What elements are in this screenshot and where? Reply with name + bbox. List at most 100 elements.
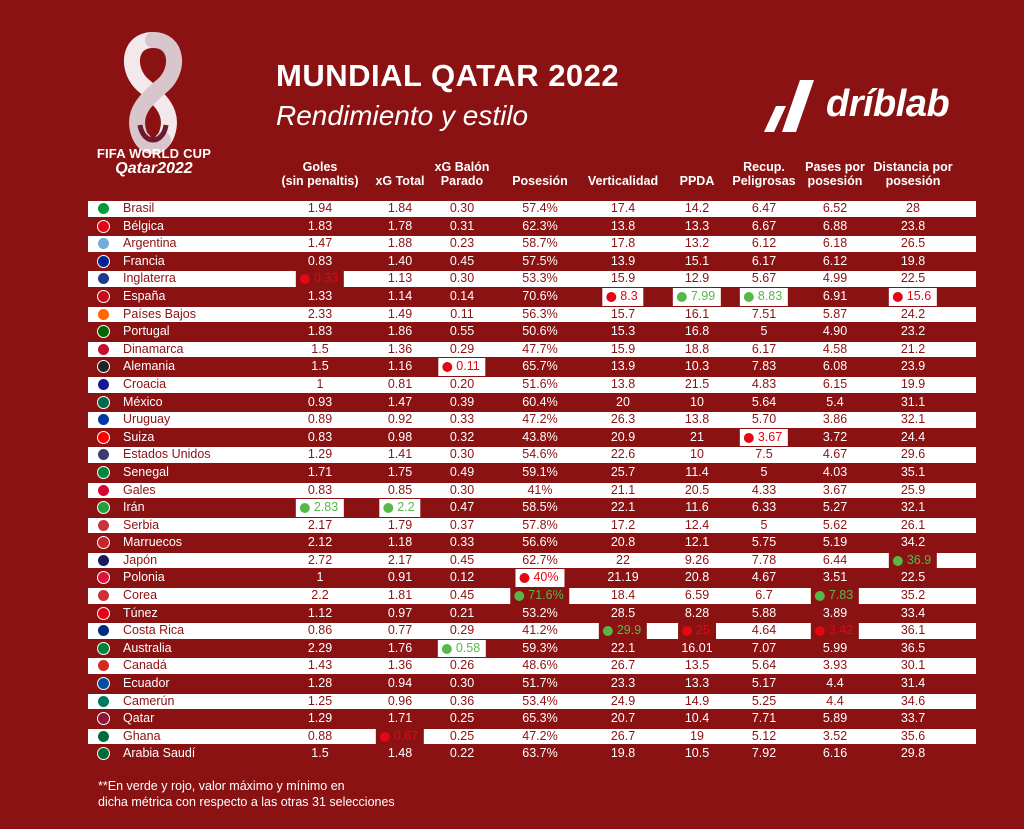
- stat-cell: 0.83: [307, 429, 333, 444]
- table-row: Ecuador 1.28 0.94 0.30 51.7% 23.3 13.3 5.17 4.4 3…: [88, 675, 976, 693]
- table-row: Corea 2.2 1.81 0.45 71.6% 18.4 6.59 6.7 7.83 35.2: [88, 587, 976, 605]
- stat-cell: 0.21: [449, 605, 475, 620]
- stat-cell: 0.91: [387, 570, 413, 585]
- stat-cell: 1.25: [307, 693, 333, 708]
- team-name: Corea: [123, 588, 158, 603]
- team-name: Túnez: [123, 605, 158, 620]
- stat-cell: 5.27: [822, 500, 848, 515]
- stat-cell: 15.7: [610, 306, 636, 321]
- stat-cell-max: 0.58: [437, 639, 487, 658]
- stat-cell: 0.55: [449, 324, 475, 339]
- table-row: Qatar 1.29 1.71 0.25 65.3% 20.7 10.4 7.71 5.89 33…: [88, 710, 976, 728]
- stat-cell: 51.7%: [522, 676, 558, 691]
- stat-cell: 13.5: [684, 658, 710, 673]
- table-row: Camerún 1.25 0.96 0.36 53.4% 24.9 14.9 5.25 4.4 3…: [88, 693, 976, 711]
- stat-cell: 4.83: [751, 376, 777, 391]
- stat-cell: 7.5: [755, 447, 773, 462]
- stat-cell: 48.6%: [522, 658, 558, 673]
- column-header: Verticalidad: [588, 174, 658, 188]
- stat-cell: 20: [616, 394, 630, 409]
- stat-cell: 4.67: [751, 570, 777, 585]
- stat-cell: 12.9: [684, 271, 710, 286]
- stat-cell: 34.2: [900, 535, 926, 550]
- column-header-line1: Goles: [302, 160, 338, 174]
- team-flag-icon: [97, 677, 110, 691]
- stat-cell: 0.97: [387, 605, 413, 620]
- stat-cell: 13.9: [610, 359, 636, 374]
- stat-cell-max: 71.6%: [510, 587, 570, 605]
- stat-cell: 6.16: [822, 746, 848, 761]
- team-name: Gales: [123, 482, 156, 497]
- stat-cell: 1.14: [387, 288, 413, 303]
- stat-cell: 6.91: [822, 288, 848, 303]
- stat-cell: 62.7%: [522, 552, 558, 567]
- stat-cell: 22.1: [610, 640, 636, 655]
- team-name: Estados Unidos: [123, 447, 211, 462]
- stat-cell: 33.7: [900, 711, 926, 726]
- team-name: Bélgica: [123, 218, 164, 233]
- stat-cell: 1.5: [311, 746, 329, 761]
- team-flag-icon: [97, 589, 110, 603]
- team-flag-icon: [97, 377, 110, 391]
- stat-cell: 21: [690, 429, 704, 444]
- footnote: **En verde y rojo, valor máximo y mínimo…: [98, 778, 395, 810]
- stat-cell: 19: [690, 728, 704, 743]
- stat-cell: 1.47: [307, 236, 333, 251]
- stat-cell: 20.7: [610, 711, 636, 726]
- stat-cell: 1: [316, 376, 324, 391]
- stat-cell: 0.25: [449, 728, 475, 743]
- stat-cell: 43.8%: [522, 429, 558, 444]
- stat-cell: 0.81: [387, 376, 413, 391]
- team-flag-icon: [97, 518, 110, 532]
- stat-cell: 0.30: [449, 676, 475, 691]
- stat-cell: 2.2: [311, 588, 329, 603]
- stat-cell: 0.20: [449, 376, 475, 391]
- stat-cell: 41.2%: [522, 623, 558, 638]
- team-flag-icon: [97, 606, 110, 620]
- stat-cell: 0.30: [449, 201, 475, 215]
- stats-table: Brasil 1.94 1.84 0.30 57.4% 17.4 14.2 6.47 6.52 2…: [88, 200, 976, 763]
- table-row: Bélgica 1.83 1.78 0.31 62.3% 13.8 13.3 6.67 6.88…: [88, 218, 976, 236]
- stat-cell: 0.31: [449, 218, 475, 233]
- team-flag-icon: [97, 448, 110, 462]
- stat-cell: 3.72: [822, 429, 848, 444]
- stat-cell: 0.93: [307, 394, 333, 409]
- table-row: Croacia 1 0.81 0.20 51.6% 13.8 21.5 4.83 6.15 19.…: [88, 376, 976, 394]
- stat-cell: 36.5: [900, 640, 926, 655]
- stat-cell: 7.92: [751, 746, 777, 761]
- table-row: España 1.33 1.14 0.14 70.6% 8.3 7.99 8.83 6.91 15…: [88, 287, 976, 306]
- stat-cell-max: 2.83: [295, 499, 345, 517]
- team-flag-icon: [97, 342, 110, 356]
- team-flag-icon: [97, 712, 110, 726]
- stat-cell: 1.43: [307, 658, 333, 673]
- stat-cell: 1.79: [387, 517, 413, 532]
- stat-cell: 9.26: [684, 552, 710, 567]
- column-header-line2: Parado: [440, 174, 484, 188]
- table-row: Costa Rica 0.86 0.77 0.29 41.2% 29.9 25 4.64 3.4…: [88, 622, 976, 640]
- team-name: Marruecos: [123, 535, 183, 550]
- stat-cell: 1.41: [387, 447, 413, 462]
- team-flag-icon: [97, 536, 110, 550]
- team-flag-icon: [97, 747, 110, 761]
- team-name: Senegal: [123, 464, 169, 479]
- stat-cell: 0.29: [449, 341, 475, 356]
- stat-cell: 3.89: [822, 605, 848, 620]
- team-flag-icon: [97, 694, 110, 708]
- stat-cell-min: 8.3: [602, 287, 644, 306]
- column-header-line1: Pases por: [805, 160, 865, 174]
- stat-cell: 26.3: [610, 412, 636, 427]
- stat-cell: 15.9: [610, 341, 636, 356]
- stat-cell-min: 40%: [515, 569, 565, 588]
- team-flag-icon: [97, 254, 110, 268]
- stat-cell: 1.83: [307, 324, 333, 339]
- stat-cell: 4.33: [751, 482, 777, 497]
- stat-cell: 57.4%: [522, 201, 558, 215]
- stat-cell: 22.5: [900, 271, 926, 286]
- stat-cell: 5.75: [751, 535, 777, 550]
- stat-cell: 47.7%: [522, 341, 558, 356]
- team-name: Uruguay: [123, 412, 171, 427]
- stat-cell: 1.49: [387, 306, 413, 321]
- column-header-line2: (sin penaltis): [281, 174, 359, 188]
- stat-cell: 21.2: [900, 341, 926, 356]
- stat-cell: 22.1: [610, 500, 636, 515]
